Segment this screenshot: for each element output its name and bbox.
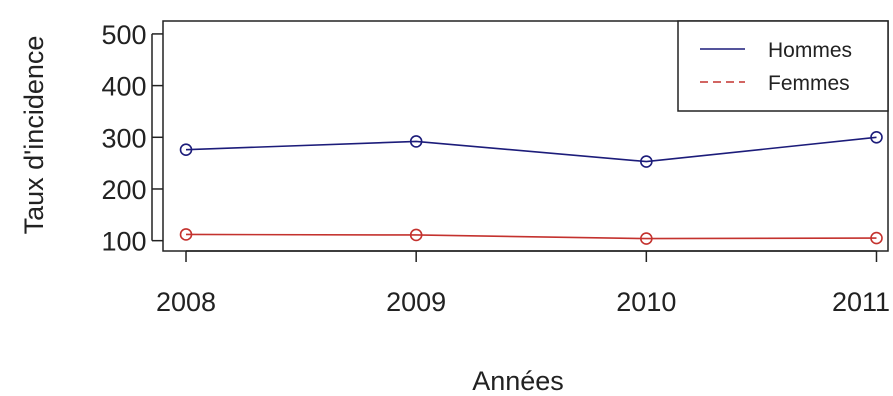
x-tick-label: 2009 [386,287,446,317]
x-tick-label: 2008 [156,287,216,317]
legend: Hommes Femmes [677,20,889,112]
series-layer [179,130,883,245]
x-tick-label: 2011 [832,287,890,317]
x-axis-title: Années [472,366,564,396]
legend-label-femmes: Femmes [768,72,850,95]
y-tick-label: 300 [101,123,146,153]
femmes-series-line [186,233,877,240]
y-axis-title: Taux d'incidence [19,36,49,235]
femmes-point [179,228,193,241]
y-tick-label: 200 [101,175,146,205]
hommes-series-line [185,136,877,163]
legend-label-hommes: Hommes [768,39,852,62]
femmes-point [409,228,423,242]
legend-box [677,20,889,112]
hommes-point [409,135,423,148]
y-tick-label: 100 [101,227,146,257]
hommes-point [870,130,883,144]
hommes-point [179,143,193,156]
femmes-point [870,231,883,245]
hommes-point [640,155,653,168]
y-axis: 100 200 300 400 500 [101,20,163,257]
x-tick-label: 2010 [616,287,676,317]
x-axis: 2008 2009 2010 2011 [156,250,890,317]
y-tick-label: 400 [101,72,146,102]
femmes-point [640,232,653,245]
y-tick-label: 500 [101,20,146,50]
